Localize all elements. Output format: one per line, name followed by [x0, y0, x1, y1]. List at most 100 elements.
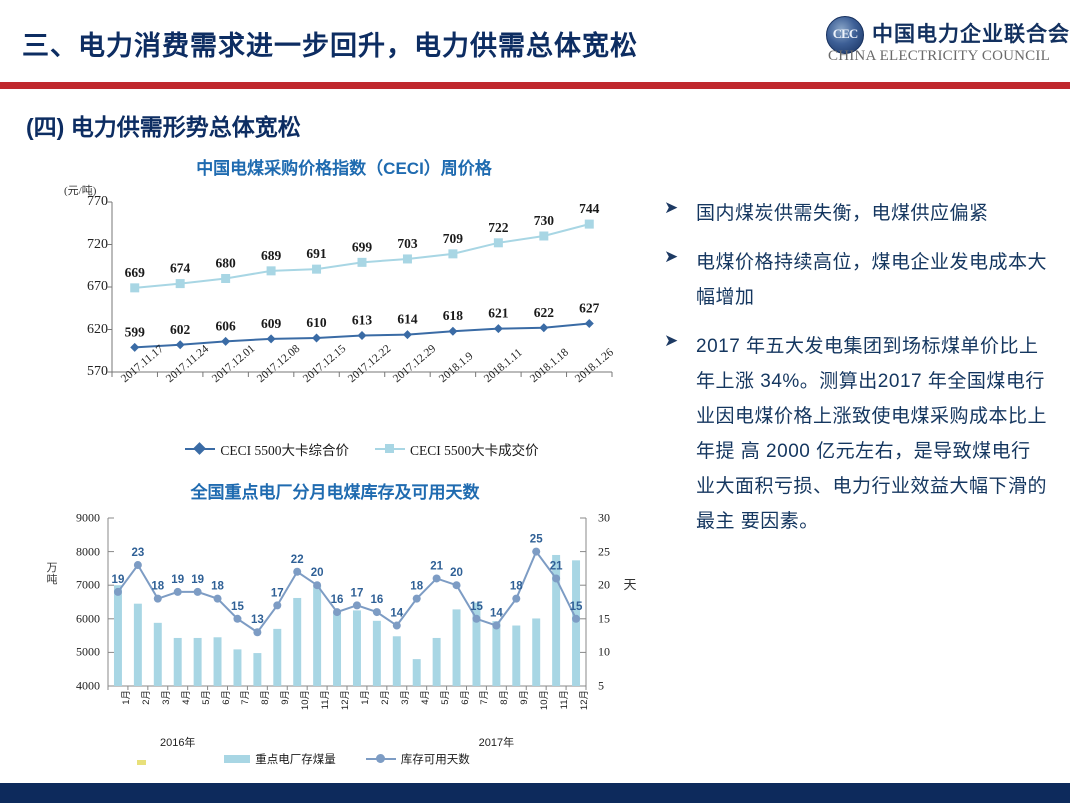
stray-highlight-mark [137, 760, 146, 765]
svg-text:709: 709 [443, 231, 464, 246]
chart2-x-tick: 6月 [459, 690, 471, 705]
chart2-year-label: 2017年 [478, 737, 515, 749]
list-item: ➤ 电煤价格持续高位，煤电企业发电成本大幅增加 [660, 245, 1050, 315]
chart2-x-tick: 2月 [379, 690, 391, 705]
chart2-y-axis-left: 4000 5000 6000 7000 8000 9000 [60, 511, 104, 693]
chart2-x-tick: 7月 [479, 690, 491, 705]
header-divider [0, 82, 1070, 89]
svg-text:20: 20 [311, 567, 324, 579]
chart2-y-tick-right: 10 [598, 644, 610, 659]
svg-text:14: 14 [390, 608, 403, 620]
chart1-title: 中国电煤采购价格指数（CECI）周价格 [196, 159, 492, 178]
legend-item-available-days: 库存可用天数 [365, 751, 470, 767]
svg-text:614: 614 [397, 312, 418, 327]
svg-text:19: 19 [191, 574, 204, 586]
chart1-y-tick: 720 [87, 236, 108, 252]
legend-label-bar: 重点电厂存煤量 [255, 754, 336, 766]
bullet-text: 2017 年五大发电集团到场标煤单价比上年上涨 34%。测算出2017 年全国煤… [696, 336, 1048, 532]
svg-text:621: 621 [488, 306, 509, 321]
svg-text:602: 602 [170, 322, 191, 337]
svg-text:14: 14 [490, 608, 503, 620]
svg-text:15: 15 [470, 601, 483, 613]
bullet-text: 国内煤炭供需失衡，电煤供应偏紧 [696, 203, 989, 224]
arrow-bullet-icon: ➤ [664, 247, 679, 266]
svg-text:21: 21 [550, 560, 563, 572]
bullet-text: 电煤价格持续高位，煤电企业发电成本大幅增加 [696, 252, 1048, 308]
chart2-x-tick: 3月 [399, 690, 411, 705]
chart2-y-axis-label-left: 万吨 [46, 562, 58, 586]
chart2-y-tick-left: 4000 [76, 678, 100, 693]
chart2-x-tick: 4月 [419, 690, 431, 705]
chart2-y-tick-left: 6000 [76, 611, 100, 626]
chart2-y-axis-right: 5 10 15 20 25 30 [592, 511, 624, 693]
chart2-x-tick: 7月 [240, 690, 252, 705]
svg-text:610: 610 [306, 315, 327, 330]
bullet-list: ➤ 国内煤炭供需失衡，电煤供应偏紧 ➤ 电煤价格持续高位，煤电企业发电成本大幅增… [660, 196, 1050, 553]
svg-text:730: 730 [534, 213, 555, 228]
svg-text:699: 699 [352, 239, 373, 254]
svg-text:618: 618 [443, 308, 464, 323]
svg-text:17: 17 [351, 587, 364, 599]
chart2-x-tick: 9月 [280, 690, 292, 705]
svg-text:606: 606 [216, 318, 237, 333]
chart2-title: 全国重点电厂分月电煤库存及可用天数 [190, 483, 480, 502]
svg-text:680: 680 [216, 256, 237, 271]
chart2-x-tick: 10月 [300, 690, 312, 711]
section-title: (四) 电力供需形势总体宽松 [26, 114, 301, 140]
chart2-x-tick: 9月 [519, 690, 531, 705]
svg-text:13: 13 [251, 614, 264, 626]
chart1-unit-label: (元/吨) [64, 185, 97, 197]
chart2-year-label: 2016年 [159, 737, 196, 749]
chart2-x-axis: 1月 2月 3月 4月 5月 6月 7月 8月 9月 10月 11月 12月 1月 2月 3月 4月 5月 6月 7… [108, 690, 590, 740]
svg-text:23: 23 [131, 547, 144, 559]
legend-item-ceci-composite: CECI 5500大卡综合价 [185, 439, 349, 459]
plant-coal-stock-chart: 全国重点电厂分月电煤库存及可用天数 万吨 天 4000 5000 6000 7000 8… [40, 478, 640, 768]
chart2-y-tick-left: 8000 [76, 544, 100, 559]
chart1-y-tick: 770 [87, 194, 108, 209]
svg-text:19: 19 [171, 574, 184, 586]
chart2-x-tick: 11月 [320, 690, 332, 710]
logo-name-en: CHINA ELECTRICITY COUNCIL [828, 48, 1050, 64]
chart2-y-tick-right: 30 [598, 510, 610, 525]
svg-text:19: 19 [112, 574, 125, 586]
chart2-x-tick: 1月 [359, 690, 371, 705]
svg-text:609: 609 [261, 316, 282, 331]
svg-text:674: 674 [170, 261, 191, 276]
svg-text:669: 669 [125, 265, 145, 280]
chart2-y-tick-left: 9000 [76, 510, 100, 525]
legend-label-0: CECI 5500大卡综合价 [220, 443, 349, 458]
page-title: 三、电力消费需求进一步回升，电力供需总体宽松 [22, 31, 638, 61]
chart1-y-tick: 570 [87, 364, 108, 379]
chart1-y-tick: 620 [87, 321, 108, 337]
chart1-y-tick: 670 [87, 279, 108, 294]
legend-swatch-line-dark [185, 442, 216, 456]
legend-swatch-line [365, 754, 396, 764]
chart2-x-tick: 1月 [120, 690, 132, 705]
svg-text:16: 16 [370, 594, 383, 606]
svg-text:18: 18 [410, 581, 423, 593]
svg-text:18: 18 [151, 581, 164, 593]
legend-swatch-bar [224, 755, 251, 763]
legend-label-1: CECI 5500大卡成交价 [410, 443, 539, 458]
chart2-y-tick-right: 5 [598, 678, 604, 693]
chart2-x-tick: 5月 [439, 690, 451, 705]
svg-text:17: 17 [271, 587, 284, 599]
slide-footer [0, 783, 1070, 803]
legend-item-ceci-transaction: CECI 5500大卡成交价 [375, 439, 539, 459]
chart2-y-tick-left: 5000 [76, 644, 100, 659]
svg-text:15: 15 [231, 601, 244, 613]
chart2-y-tick-right: 20 [598, 577, 610, 592]
chart2-x-tick: 4月 [180, 690, 192, 705]
chart1-y-axis: 570 620 670 720 770 [70, 194, 110, 379]
legend-label-line: 库存可用天数 [400, 754, 470, 766]
chart2-x-tick: 2月 [140, 690, 152, 705]
svg-text:703: 703 [397, 236, 418, 251]
slide-header: 三、电力消费需求进一步回升，电力供需总体宽松 中国电力企业联合会 CHINA E… [0, 0, 1070, 89]
chart2-y-tick-left: 7000 [76, 577, 100, 592]
svg-text:613: 613 [352, 312, 373, 327]
svg-text:691: 691 [306, 246, 327, 261]
svg-text:15: 15 [570, 601, 583, 613]
chart2-x-tick: 12月 [340, 690, 352, 711]
chart2-x-tick: 12月 [579, 690, 591, 711]
chart2-x-tick: 10月 [539, 690, 551, 711]
